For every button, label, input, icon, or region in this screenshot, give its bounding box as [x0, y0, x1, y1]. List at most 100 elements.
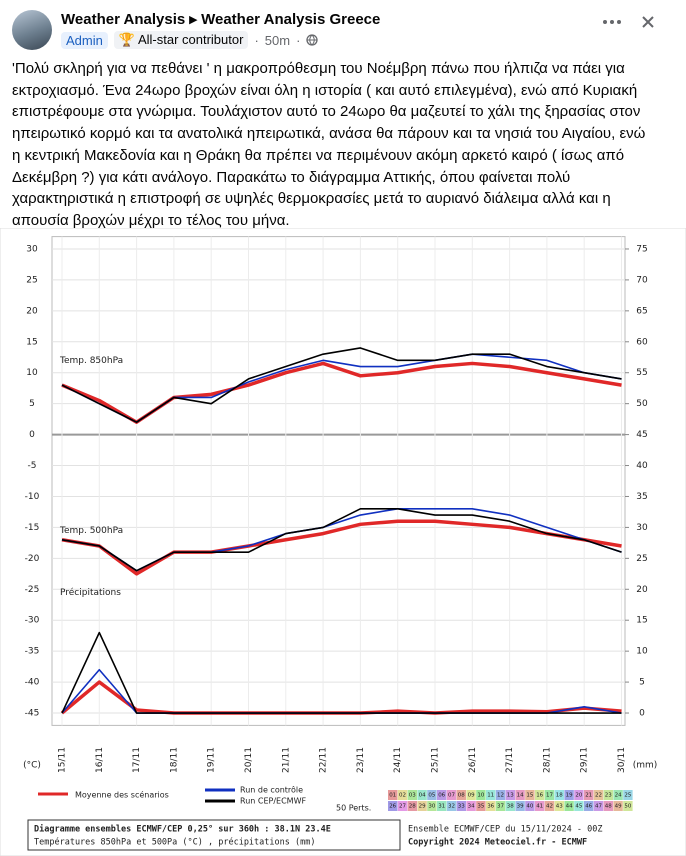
series-line	[61, 508, 622, 572]
pert-swatch	[603, 801, 613, 811]
pert-label: 49	[615, 804, 622, 810]
pert-swatch	[446, 790, 457, 800]
y2-tick-label: 0	[639, 709, 645, 719]
pert-swatch	[525, 801, 535, 811]
pert-swatch	[535, 790, 545, 800]
pert-swatch	[446, 801, 457, 811]
pert-swatch	[554, 790, 564, 800]
pert-label: 13	[507, 793, 514, 799]
y2-tick-label: 25	[636, 554, 647, 564]
y-tick-label: -5	[28, 461, 37, 471]
pert-swatch	[544, 790, 555, 800]
pert-swatch	[417, 790, 427, 800]
pert-swatch	[427, 801, 437, 811]
pert-label: 40	[526, 804, 533, 810]
y2-tick-label: 35	[636, 492, 647, 502]
pert-swatch	[495, 801, 506, 811]
annotation: Temp. 500hPa	[59, 526, 123, 536]
pert-label: 04	[419, 793, 426, 799]
pert-swatch	[574, 790, 584, 800]
pert-label: 47	[595, 804, 602, 810]
pert-swatch	[437, 801, 447, 811]
series-line	[61, 347, 622, 424]
time[interactable]: 50m	[264, 32, 291, 48]
post-text: 'Πολύ σκληρή για να πεθάνει ' η μακροπρό…	[12, 60, 646, 229]
y-tick-label: 25	[26, 275, 37, 285]
pert-swatch	[525, 790, 535, 800]
annotation: Précipitations	[60, 587, 121, 598]
pert-swatch	[505, 801, 515, 811]
pert-swatch	[574, 801, 584, 811]
close-button[interactable]	[640, 14, 656, 30]
pert-swatch	[417, 801, 427, 811]
footer-text: Ensemble ECMWF/CEP du 15/11/2024 - 00Z	[408, 825, 602, 835]
y2-tick-label: 65	[636, 306, 647, 316]
pert-swatch	[388, 790, 398, 800]
y-tick-label: 10	[26, 368, 38, 378]
x-tick-label: 24/11	[393, 747, 403, 773]
pert-label: 24	[615, 793, 622, 799]
y2-tick-label: 50	[636, 399, 648, 409]
pert-swatch	[564, 801, 574, 811]
separator: ·	[254, 32, 259, 48]
pert-swatch	[456, 790, 466, 800]
y-tick-label: 0	[29, 430, 35, 440]
y2-axis-label: (mm)	[633, 761, 658, 771]
pert-swatch	[495, 790, 506, 800]
pert-label: 41	[536, 804, 543, 810]
more-button[interactable]	[600, 16, 624, 28]
y-tick-label: 20	[26, 306, 38, 316]
pert-swatch	[437, 790, 447, 800]
pert-label: 27	[399, 804, 406, 810]
pert-swatch	[407, 801, 417, 811]
post-meta: Admin 🏆 All-star contributor · 50m ·	[61, 31, 319, 49]
avatar[interactable]	[12, 10, 52, 50]
y-tick-label: 15	[26, 337, 37, 347]
pert-label: 50	[624, 804, 631, 810]
x-tick-label: 23/11	[356, 747, 366, 773]
pert-label: 21	[585, 793, 592, 799]
pert-label: 26	[389, 804, 396, 810]
y-tick-label: -30	[25, 616, 40, 626]
y2-tick-label: 10	[636, 647, 648, 657]
pert-swatch	[466, 801, 476, 811]
y-tick-label: 5	[29, 399, 35, 409]
x-tick-label: 15/11	[58, 747, 68, 773]
y-tick-label: -20	[25, 554, 40, 564]
pert-label: 25	[624, 793, 631, 799]
pert-label: 36	[487, 804, 494, 810]
pert-swatch	[603, 790, 613, 800]
y2-tick-label: 45	[636, 430, 647, 440]
pert-swatch	[584, 790, 594, 800]
ensemble-chart: 302520151050-5-10-15-20-25-30-35-40-4575…	[0, 228, 686, 856]
role-badge[interactable]: Admin	[61, 31, 108, 49]
pert-label: 16	[536, 793, 543, 799]
pert-label: 01	[389, 793, 396, 799]
pert-label: 02	[399, 793, 406, 799]
x-tick-label: 25/11	[431, 747, 441, 773]
pert-label: 15	[526, 793, 533, 799]
group[interactable]: Weather Analysis Greece	[201, 11, 381, 28]
y-tick-label: -25	[25, 585, 40, 595]
x-tick-label: 17/11	[132, 747, 142, 773]
separator: ·	[296, 32, 301, 48]
pert-swatch	[564, 790, 574, 800]
y2-tick-label: 55	[636, 368, 647, 378]
pert-swatch	[623, 790, 633, 800]
pert-swatch	[476, 790, 486, 800]
pert-label: 28	[409, 804, 416, 810]
contributor-badge[interactable]: 🏆 All-star contributor	[113, 31, 249, 49]
y-tick-label: -35	[25, 647, 40, 657]
x-tick-label: 26/11	[468, 747, 478, 773]
y2-tick-label: 40	[636, 461, 648, 471]
pert-label: 44	[566, 804, 573, 810]
y-tick-label: -15	[25, 523, 40, 533]
series-line	[61, 631, 622, 714]
pert-label: 05	[428, 793, 435, 799]
legend-label: Run de contrôle	[240, 785, 303, 795]
author[interactable]: Weather Analysis	[61, 11, 186, 28]
post-header: Weather Analysis ▸ Weather Analysis Gree…	[0, 0, 686, 54]
y2-tick-label: 30	[636, 523, 648, 533]
x-tick-label: 20/11	[244, 747, 254, 773]
